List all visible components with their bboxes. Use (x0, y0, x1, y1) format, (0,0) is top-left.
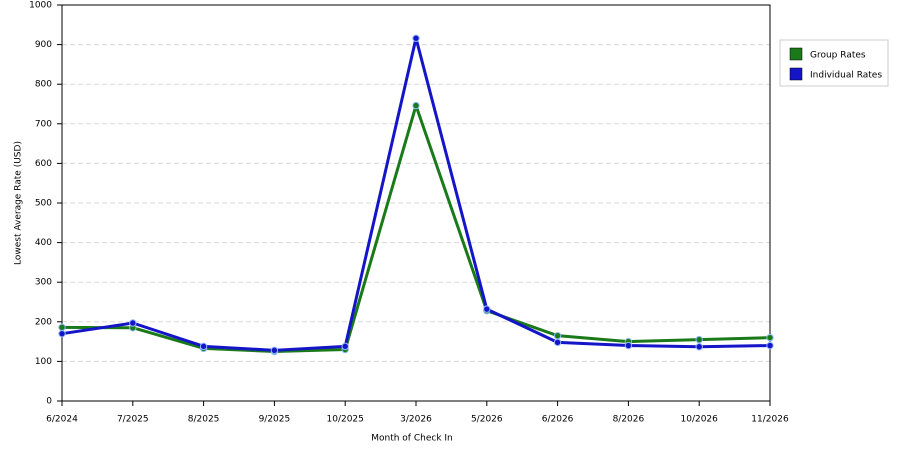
x-tick-label: 9/2025 (259, 415, 291, 425)
point (341, 342, 349, 351)
point (766, 333, 774, 342)
y-tick-label: 900 (35, 40, 52, 50)
point (412, 34, 420, 42)
series-line (61, 104, 771, 353)
y-tick-label: 800 (35, 80, 52, 90)
point (129, 319, 137, 327)
x-tick-label: 5/2026 (471, 415, 503, 425)
legend-swatch (789, 67, 803, 81)
point (199, 342, 208, 351)
x-tick-label: 10/2025 (327, 415, 364, 425)
series-line (61, 36, 771, 352)
x-tick-label: 6/2024 (46, 415, 78, 425)
point (695, 335, 703, 344)
point (58, 323, 66, 332)
y-tick-label: 1000 (29, 1, 52, 11)
point (270, 346, 279, 355)
x-tick-label: 6/2026 (542, 415, 574, 425)
y-tick-label: 0 (46, 397, 52, 407)
legend-label: Individual Rates (810, 71, 882, 81)
y-axis-label: Lowest Average Rate (USD) (14, 141, 24, 265)
x-tick-label: 3/2026 (400, 415, 432, 425)
x-tick-label: 8/2026 (613, 415, 645, 425)
y-tick-label: 100 (35, 357, 52, 367)
y-tick-label: 500 (35, 199, 52, 209)
x-axis-label: Month of Check In (371, 434, 453, 444)
y-tick-label: 600 (35, 159, 52, 169)
point (553, 338, 562, 347)
y-tick-label: 400 (35, 238, 52, 248)
legend-label: Group Rates (810, 51, 866, 61)
x-tick-label: 7/2025 (117, 415, 149, 425)
y-tick-label: 200 (35, 317, 52, 327)
point (58, 329, 66, 338)
x-tick-label: 10/2026 (681, 415, 719, 425)
x-tick-label: 8/2025 (188, 415, 220, 425)
point (695, 343, 703, 351)
y-tick-label: 700 (35, 119, 52, 129)
point (624, 341, 633, 350)
point (412, 101, 420, 110)
legend-swatch (789, 47, 803, 61)
point (483, 305, 491, 313)
point (553, 331, 562, 340)
point (766, 341, 774, 350)
x-tick-label: 11/2026 (751, 415, 789, 425)
y-tick-label: 300 (35, 278, 52, 288)
